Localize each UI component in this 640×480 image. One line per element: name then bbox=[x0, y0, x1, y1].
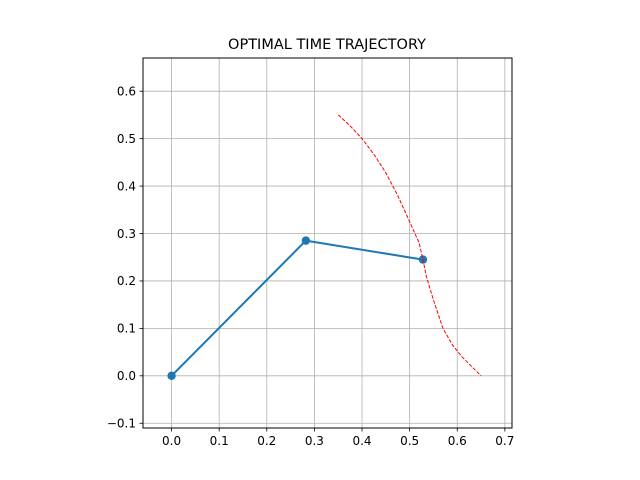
y-tick-label: 0.0 bbox=[117, 369, 136, 383]
axes-frame bbox=[142, 57, 513, 429]
x-tick-label: 0.1 bbox=[210, 434, 229, 448]
y-tick-label: 0.5 bbox=[117, 132, 136, 146]
x-tick-label: 0.0 bbox=[162, 434, 181, 448]
y-tick-label: 0.1 bbox=[117, 322, 136, 336]
plot-area bbox=[167, 114, 482, 381]
x-tick-label: 0.2 bbox=[257, 434, 276, 448]
arm-joint-point bbox=[301, 236, 311, 245]
y-tick-label: 0.3 bbox=[117, 227, 136, 241]
x-tick-label: 0.6 bbox=[448, 434, 467, 448]
x-tick-label: 0.3 bbox=[305, 434, 324, 448]
y-tick-label: 0.6 bbox=[117, 85, 136, 99]
grid-lines bbox=[143, 58, 512, 428]
arm-joint-point bbox=[167, 371, 176, 381]
y-tick-label: −0.1 bbox=[107, 417, 136, 431]
y-tick-label: 0.2 bbox=[117, 274, 136, 288]
chart-title: OPTIMAL TIME TRAJECTORY bbox=[228, 37, 426, 53]
y-tick-label: 0.4 bbox=[117, 179, 136, 193]
y-axis: −0.1 0.0 0.1 0.2 0.3 0.4 0.5 0.6 bbox=[107, 85, 143, 431]
x-tick-label: 0.7 bbox=[495, 434, 514, 448]
trajectory-line bbox=[337, 114, 482, 377]
x-tick-label: 0.5 bbox=[400, 434, 419, 448]
x-axis: 0.0 0.1 0.2 0.3 0.4 0.5 0.6 0.7 bbox=[162, 428, 514, 448]
x-tick-label: 0.4 bbox=[352, 434, 371, 448]
